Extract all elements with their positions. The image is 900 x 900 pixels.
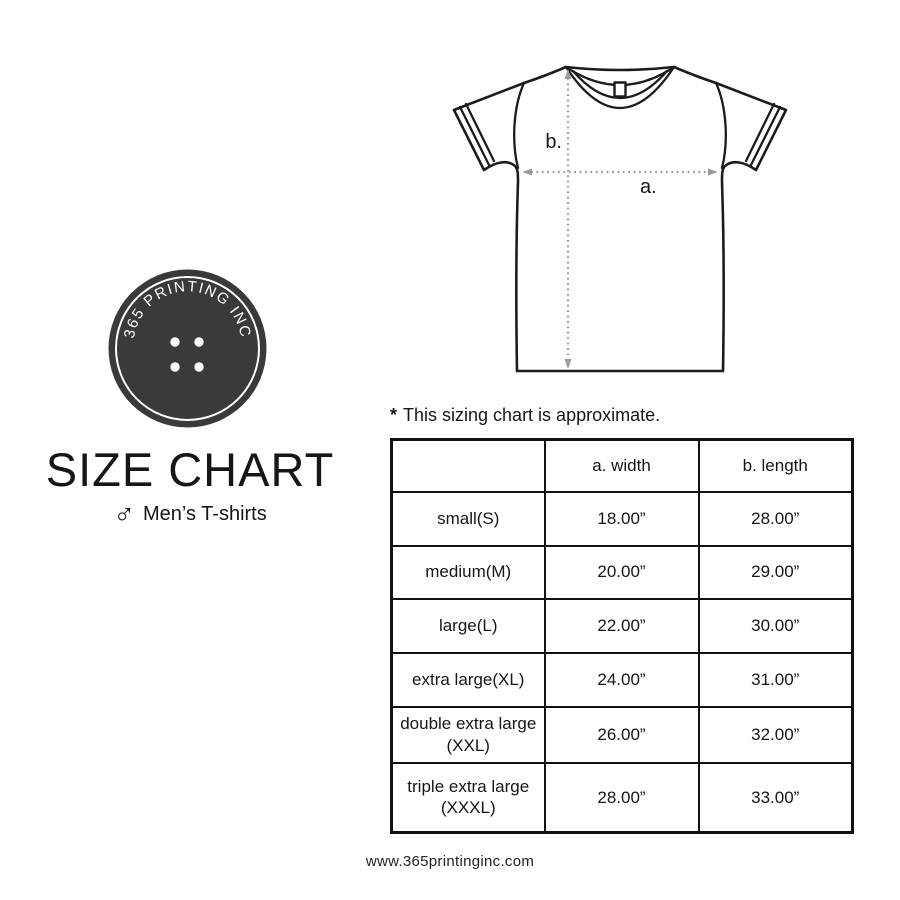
length-cell: 30.00” [697,597,854,654]
measure-arrowheads [522,69,718,369]
col-header-width: a. width [543,438,700,493]
collar-tag [613,81,627,98]
male-mars-icon: ♂ [113,499,135,531]
table-header-row: a. width b. length [390,438,854,493]
size-cell: medium(M) [390,544,546,600]
table-row-medium: medium(M) 20.00” 29.00” [390,544,854,600]
button-holes-icon [170,337,204,372]
length-cell: 33.00” [697,761,854,834]
width-label-a: a. [640,176,657,198]
length-cell: 29.00” [697,544,854,600]
size-cell: large(L) [390,597,546,654]
width-cell: 24.00” [543,651,700,708]
size-table: a. width b. length small(S) 18.00” 28.00… [390,438,854,834]
website-url: www.365printinginc.com [365,853,535,870]
size-cell: extra large(XL) [390,651,546,708]
length-label-b: b. [545,131,562,153]
length-cell: 31.00” [697,651,854,708]
length-cell: 32.00” [697,705,854,764]
logo-ring [115,276,260,421]
approximation-note: * This sizing chart is approximate. [390,405,660,426]
subtitle-label: Men’s T-shirts [143,503,267,525]
width-cell: 28.00” [543,761,700,834]
note-asterisk: * [390,405,398,425]
logo-circle [108,269,267,428]
armhole-seam-right [714,81,727,170]
width-cell: 20.00” [543,544,700,600]
tshirt-diagram: b. a. [452,65,788,373]
brand-logo: 365 PRINTING INC SINCE 2014 [108,269,267,430]
length-cell: 28.00” [697,490,854,547]
width-cell: 22.00” [543,597,700,654]
width-cell: 26.00” [543,705,700,764]
subtitle: ♂ Men’s T-shirts [30,499,350,532]
size-cell: triple extra large (XXXL) [390,761,546,834]
table-row-xl: extra large(XL) 24.00” 31.00” [390,651,854,708]
page-title: SIZE CHART [45,443,335,496]
note-text: This sizing chart is approximate. [403,405,661,425]
armhole-seam-left [513,81,526,170]
corner-cell [390,438,546,493]
table-row-large: large(L) 22.00” 30.00” [390,597,854,654]
tshirt-body-outline [452,65,788,373]
table-row-xxl: double extra large (XXL) 26.00” 32.00” [390,705,854,764]
cuff-stripe-right [744,102,782,167]
size-cell: double extra large (XXL) [390,705,546,764]
collar-band-bottom [564,65,676,109]
size-cell: small(S) [390,490,546,547]
col-header-length: b. length [697,438,854,493]
measure-lines [531,78,709,360]
collar-band-top [571,69,669,100]
cuff-stripe-left [458,102,496,167]
table-row-small: small(S) 18.00” 28.00” [390,490,854,547]
table-row-xxxl: triple extra large (XXXL) 28.00” 33.00” [390,761,854,834]
width-cell: 18.00” [543,490,700,547]
